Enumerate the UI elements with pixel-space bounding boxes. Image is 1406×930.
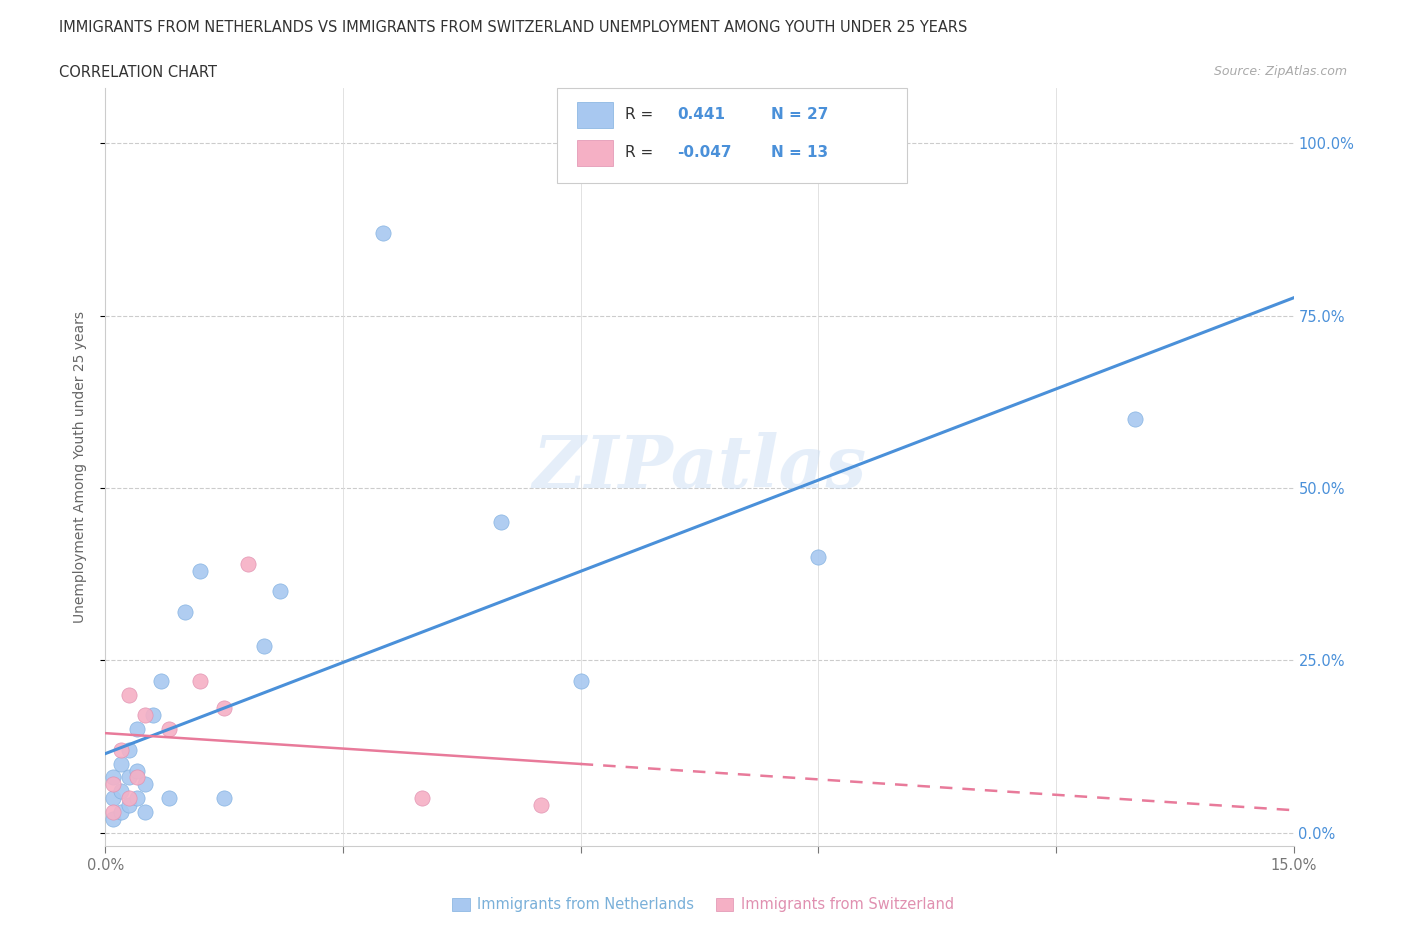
Text: Source: ZipAtlas.com: Source: ZipAtlas.com <box>1213 65 1347 78</box>
Point <box>103 790 125 805</box>
Point <box>103 777 125 791</box>
Point <box>1123 412 1146 427</box>
Point <box>127 790 149 805</box>
Point <box>127 770 149 785</box>
Point <box>103 770 125 785</box>
Point <box>173 604 195 619</box>
Point <box>134 777 156 791</box>
Point <box>530 798 553 813</box>
Point <box>110 756 132 771</box>
Text: IMMIGRANTS FROM NETHERLANDS VS IMMIGRANTS FROM SWITZERLAND UNEMPLOYMENT AMONG YO: IMMIGRANTS FROM NETHERLANDS VS IMMIGRANT… <box>59 20 967 35</box>
FancyBboxPatch shape <box>576 102 613 127</box>
Point <box>236 556 259 571</box>
Point <box>110 804 132 819</box>
Point <box>118 687 141 702</box>
Point <box>371 226 394 241</box>
Point <box>127 722 149 737</box>
Point <box>253 639 276 654</box>
Text: R =: R = <box>624 107 652 123</box>
Point <box>134 708 156 723</box>
Point <box>118 742 141 757</box>
Point <box>807 550 830 565</box>
Point <box>110 742 132 757</box>
Point <box>269 584 291 599</box>
Point <box>157 790 180 805</box>
Point <box>214 701 236 716</box>
Point <box>149 673 172 688</box>
Text: ZIPatlas: ZIPatlas <box>533 432 866 503</box>
Point <box>127 763 149 777</box>
Text: -0.047: -0.047 <box>676 145 731 160</box>
Point <box>103 804 125 819</box>
Text: N = 13: N = 13 <box>770 145 828 160</box>
Point <box>569 673 592 688</box>
Text: CORRELATION CHART: CORRELATION CHART <box>59 65 217 80</box>
Point <box>214 790 236 805</box>
Text: 0.441: 0.441 <box>676 107 725 123</box>
Point <box>103 811 125 826</box>
Text: N = 27: N = 27 <box>770 107 828 123</box>
Point <box>157 722 180 737</box>
Point <box>118 790 141 805</box>
Point <box>411 790 433 805</box>
Point <box>142 708 165 723</box>
Point <box>118 798 141 813</box>
Point <box>118 770 141 785</box>
Point <box>491 515 513 530</box>
Point <box>190 564 212 578</box>
Y-axis label: Unemployment Among Youth under 25 years: Unemployment Among Youth under 25 years <box>73 312 87 623</box>
FancyBboxPatch shape <box>557 88 907 183</box>
Legend: Immigrants from Netherlands, Immigrants from Switzerland: Immigrants from Netherlands, Immigrants … <box>446 891 960 918</box>
FancyBboxPatch shape <box>576 140 613 166</box>
Text: R =: R = <box>624 145 652 160</box>
Point <box>110 784 132 799</box>
Point <box>134 804 156 819</box>
Point <box>190 673 212 688</box>
